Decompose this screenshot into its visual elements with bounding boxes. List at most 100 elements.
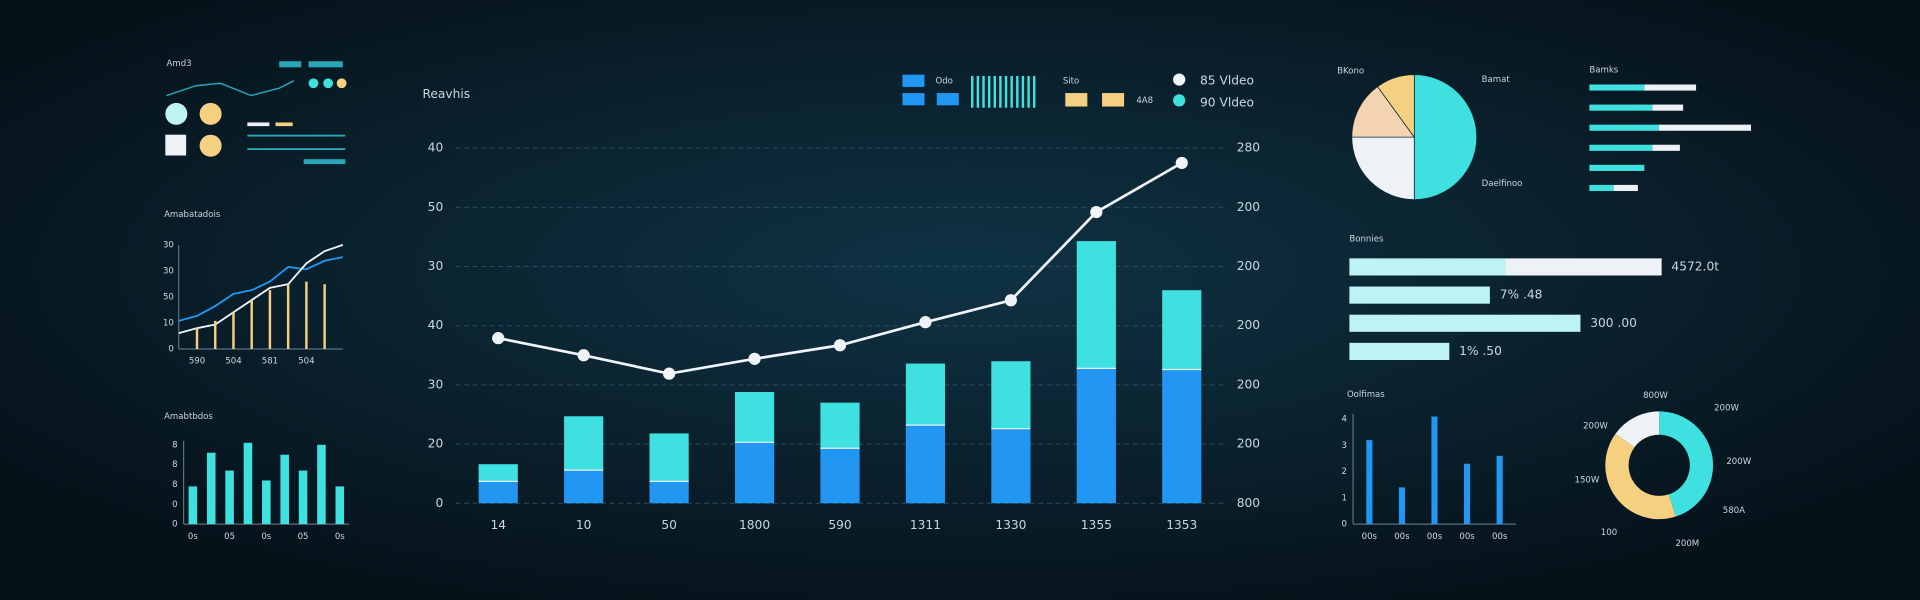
legend-stripe xyxy=(976,75,980,108)
deco xyxy=(323,78,334,89)
deco xyxy=(1102,93,1125,107)
legend-stripe xyxy=(1032,75,1036,108)
x-tick-label: 0s xyxy=(261,532,271,542)
legend-swatch xyxy=(902,93,925,106)
x-tick-label: 14 xyxy=(490,518,506,532)
chart-title: Reavhis xyxy=(422,87,470,101)
y-tick-label: 0 xyxy=(172,520,177,530)
deco xyxy=(308,78,319,89)
x-tick-label: 50 xyxy=(661,518,677,532)
value-label: 1% .50 xyxy=(1459,344,1502,358)
y-tick-label: 20 xyxy=(428,437,444,451)
donut-label: 200M xyxy=(1675,539,1699,549)
header-panel: Amd3 xyxy=(165,59,347,165)
chart-title: Amabatadois xyxy=(164,210,221,220)
x-tick-label: 1800 xyxy=(739,518,770,532)
bar xyxy=(905,363,946,426)
y-tick-label: 1 xyxy=(1341,493,1346,503)
legend-stripe xyxy=(982,75,985,108)
chart-title: Bamks xyxy=(1589,65,1618,75)
bar xyxy=(734,442,775,504)
deco xyxy=(1065,93,1088,107)
donut-label: 200W xyxy=(1726,457,1751,467)
bar xyxy=(286,284,290,349)
line-point xyxy=(577,349,590,362)
x-tick-label: 00s xyxy=(1459,532,1475,542)
deco xyxy=(336,78,347,89)
hbar xyxy=(1589,164,1645,171)
line-point xyxy=(833,339,847,352)
x-tick-label: 1353 xyxy=(1166,518,1197,532)
hbar xyxy=(1349,342,1450,360)
line-series xyxy=(178,256,344,322)
bar xyxy=(262,480,271,525)
pie-label: Daelfinoo xyxy=(1482,179,1523,189)
y-tick-label: 0 xyxy=(172,500,177,510)
legend-swatch xyxy=(1173,94,1186,107)
y-tick-label: 30 xyxy=(428,377,444,391)
y-tick-label: 200 xyxy=(1237,437,1260,451)
donut-slice xyxy=(1615,411,1660,448)
x-tick-label: 00s xyxy=(1492,532,1508,542)
deco xyxy=(308,61,343,68)
y-tick-label: 30 xyxy=(428,259,444,273)
legend-deco xyxy=(1065,93,1125,107)
chart-title: Amabtbdos xyxy=(164,412,213,422)
hbar xyxy=(1652,104,1684,111)
bar xyxy=(243,442,253,525)
deco xyxy=(199,102,222,125)
hbar xyxy=(1349,314,1581,332)
chart-title: Oolfimas xyxy=(1347,390,1385,400)
bar xyxy=(214,320,217,349)
bar xyxy=(564,470,604,504)
bar xyxy=(1076,241,1116,369)
legend-label: 85 Vldeo xyxy=(1200,73,1254,87)
legend-stripe xyxy=(971,75,974,108)
pie-slice xyxy=(1351,86,1416,138)
bar xyxy=(225,470,234,525)
hbar xyxy=(1589,124,1659,131)
donut-label: 800W xyxy=(1643,391,1668,401)
donut-label: 580A xyxy=(1723,506,1745,516)
y-tick-label: 3 xyxy=(1341,441,1346,451)
x-tick-label: 590 xyxy=(828,518,851,532)
x-tick-label: 581 xyxy=(262,357,278,367)
y-tick-label: 40 xyxy=(428,318,444,332)
bar xyxy=(1162,290,1202,370)
x-tick-label: 590 xyxy=(189,357,205,367)
legend-stripe xyxy=(1010,75,1013,108)
x-tick-label: 05 xyxy=(224,532,235,542)
line-point xyxy=(748,352,761,365)
hbar xyxy=(1505,258,1662,276)
legend-swatch xyxy=(1173,73,1186,86)
bar xyxy=(1076,368,1116,504)
legend-swatch xyxy=(936,93,959,106)
line-point xyxy=(492,332,505,345)
legend-stripe xyxy=(999,75,1002,108)
y-tick-label: 30 xyxy=(163,240,174,250)
x-tick-label: 00s xyxy=(1362,532,1378,542)
hbar xyxy=(1644,84,1697,91)
donut-slice xyxy=(1659,411,1714,517)
bar xyxy=(206,452,216,525)
deco xyxy=(165,102,188,125)
y-tick-label: 800 xyxy=(1237,496,1260,510)
hbar xyxy=(1613,184,1638,192)
line-point xyxy=(662,367,676,380)
pie-label: BKono xyxy=(1337,67,1364,77)
hbar xyxy=(1589,104,1653,111)
bar xyxy=(250,300,253,349)
x-tick-label: 0s xyxy=(335,532,345,542)
bar xyxy=(905,425,946,504)
annotation: 90 Vldeo xyxy=(1200,95,1254,109)
line-point xyxy=(1004,294,1018,307)
donut-label: 200W xyxy=(1583,422,1608,432)
bar xyxy=(317,444,326,525)
x-tick-label: 504 xyxy=(225,357,241,367)
deco xyxy=(199,134,222,157)
bar xyxy=(478,481,518,504)
deco xyxy=(279,61,302,68)
y-tick-label: 50 xyxy=(428,200,444,214)
bar xyxy=(1162,369,1202,504)
bar xyxy=(1366,440,1373,525)
